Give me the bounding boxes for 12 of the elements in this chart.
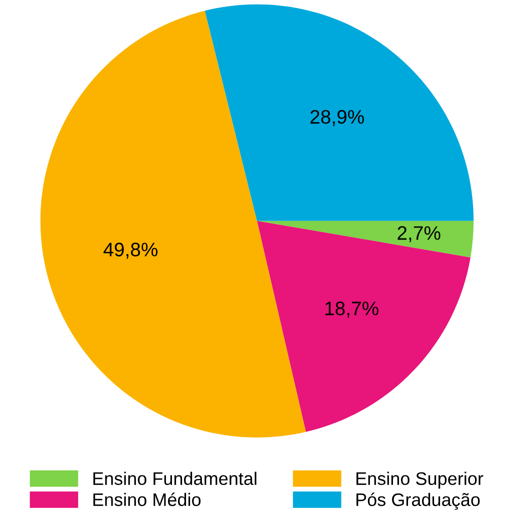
pie-slice [257, 220, 470, 432]
legend-label: Ensino Fundamental [93, 472, 256, 486]
data-label: 2,7% [398, 226, 440, 242]
pie-slice [204, 4, 474, 221]
data-label: 18,7% [325, 302, 378, 318]
data-label: 49,8% [104, 242, 158, 259]
legend-label: Ensino Médio [93, 492, 201, 506]
legend-label: Ensino Superior [356, 472, 484, 489]
legend-label: Pós Graduação [356, 492, 480, 510]
pie-slice [40, 10, 306, 438]
data-label: 28,9% [310, 110, 364, 126]
pie-slice [257, 220, 474, 258]
